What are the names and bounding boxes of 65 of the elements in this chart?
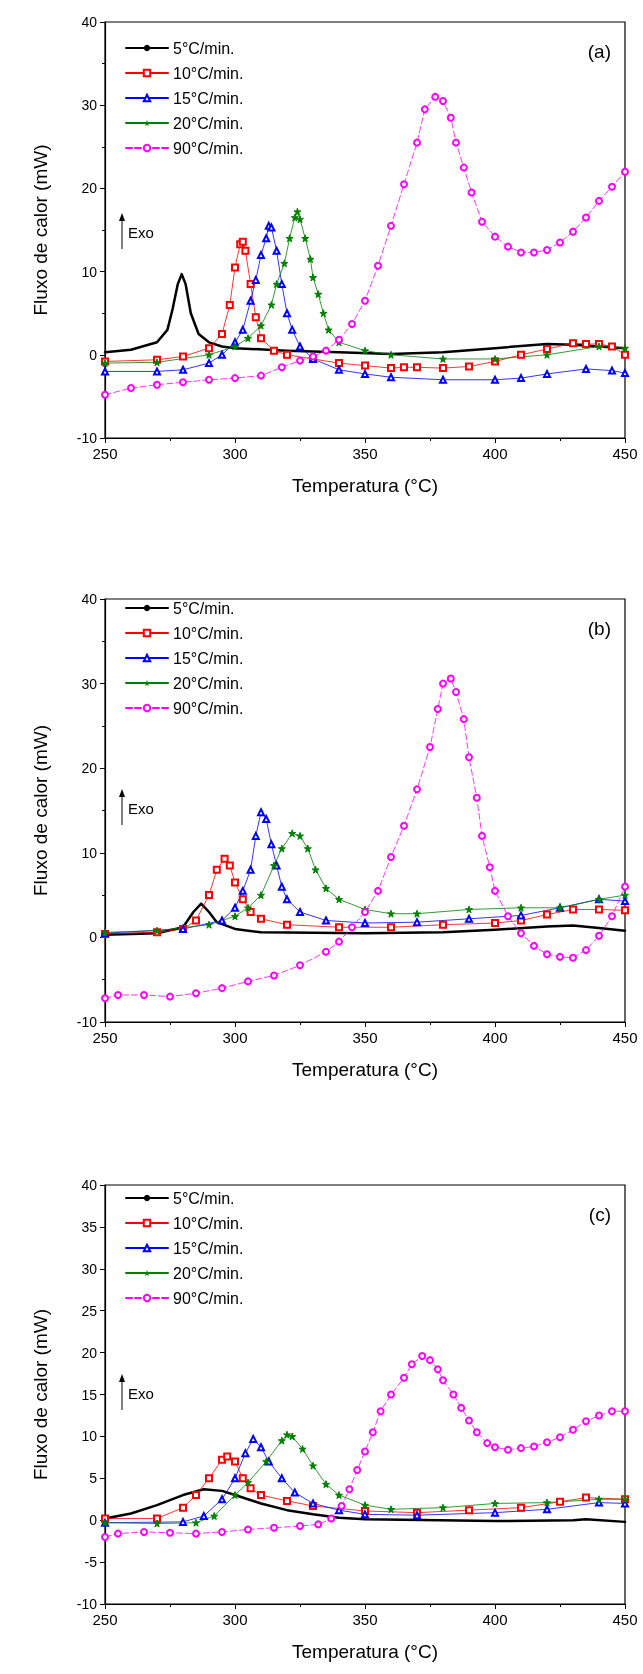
y-axis-title: Fluxo de calor (mW): [30, 724, 51, 897]
y-tick-label: 10: [81, 263, 98, 280]
y-tick-label: 10: [81, 844, 98, 861]
x-tick-label: 350: [352, 1611, 378, 1628]
y-tick-label: 0: [89, 929, 98, 946]
legend-label: 10°C/min.: [173, 1214, 244, 1232]
y-tick-label: 20: [81, 1344, 98, 1361]
y-tick-label: 0: [89, 346, 98, 363]
legend-label: 90°C/min.: [173, 139, 244, 157]
legend-label: 15°C/min.: [173, 1239, 244, 1257]
legend-label: 90°C/min.: [173, 1289, 244, 1307]
x-tick-label: 300: [222, 445, 248, 462]
y-tick-label: 35: [81, 1218, 98, 1235]
y-tick-label: -10: [76, 430, 98, 446]
annotation: (a): [587, 41, 612, 62]
y-tick-label: 40: [81, 1177, 98, 1193]
y-tick-label: 30: [81, 675, 98, 692]
y-tick-label: 15: [81, 1386, 98, 1403]
y-tick-label: -10: [76, 1596, 98, 1612]
x-tick-label: 400: [482, 1611, 508, 1628]
legend-label: 5°C/min.: [173, 1189, 235, 1207]
x-tick-label: 450: [612, 445, 638, 462]
annotation: Exo: [128, 800, 154, 818]
legend-label: 5°C/min.: [173, 39, 235, 57]
annotation: (b): [587, 618, 612, 639]
y-tick-label: 40: [81, 591, 98, 607]
x-tick-label: 350: [352, 1029, 378, 1046]
x-axis-title: Temperatura (°C): [292, 475, 438, 496]
legend-label: 5°C/min.: [173, 599, 235, 617]
y-tick-label: 0: [89, 1512, 98, 1529]
legend-label: 20°C/min.: [173, 674, 244, 692]
legend-label: 20°C/min.: [173, 1264, 244, 1282]
legend-label: 15°C/min.: [173, 89, 244, 107]
y-tick-label: 30: [81, 97, 98, 114]
legend-label: 90°C/min.: [173, 699, 244, 717]
x-tick-label: 300: [222, 1611, 248, 1628]
y-tick-label: 5: [89, 1470, 98, 1487]
x-axis-title: Temperatura (°C): [292, 1641, 438, 1662]
legend-label: 15°C/min.: [173, 649, 244, 667]
legend-label: 10°C/min.: [173, 624, 244, 642]
annotation: Exo: [128, 1384, 154, 1402]
x-tick-label: 250: [92, 445, 118, 462]
x-tick-label: 250: [92, 1611, 118, 1628]
legend-label: 10°C/min.: [173, 64, 244, 82]
annotation: Exo: [128, 223, 154, 241]
y-tick-label: 30: [81, 1260, 98, 1277]
y-tick-label: 20: [81, 760, 98, 777]
x-tick-label: 350: [352, 445, 378, 462]
x-tick-label: 450: [612, 1029, 638, 1046]
x-tick-label: 400: [482, 1029, 508, 1046]
x-tick-label: 450: [612, 1611, 638, 1628]
x-tick-label: 400: [482, 445, 508, 462]
y-axis-title: Fluxo de calor (mW): [30, 144, 51, 316]
y-tick-label: 20: [81, 180, 98, 197]
annotation: (c): [588, 1204, 611, 1225]
x-tick-label: 300: [222, 1029, 248, 1046]
legend-label: 20°C/min.: [173, 114, 244, 132]
x-axis-title: Temperatura (°C): [292, 1059, 438, 1080]
y-tick-label: -10: [76, 1014, 98, 1030]
y-tick-label: -5: [84, 1554, 98, 1571]
y-axis-title: Fluxo de calor (mW): [30, 1308, 51, 1481]
y-tick-label: 10: [81, 1428, 98, 1445]
y-tick-label: 40: [81, 14, 98, 30]
y-tick-label: 25: [81, 1302, 98, 1319]
x-tick-label: 250: [92, 1029, 118, 1046]
